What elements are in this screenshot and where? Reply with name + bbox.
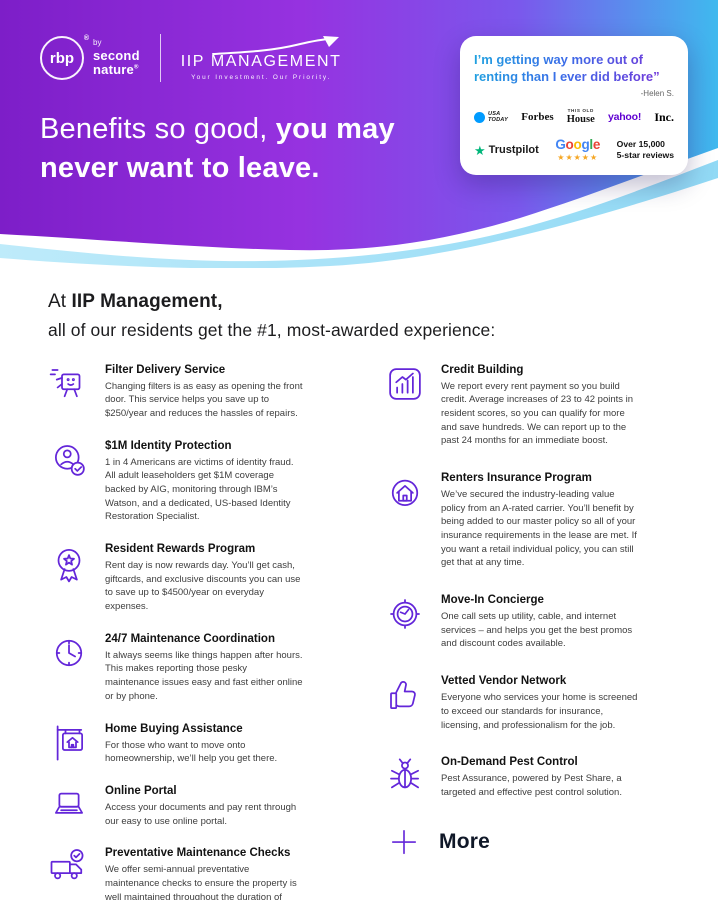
benefit-description: Pest Assurance, powered by Pest Share, a… xyxy=(441,773,622,798)
benefit-description: We report every rent payment so you buil… xyxy=(441,380,634,447)
trustpilot-label: Trustpilot xyxy=(488,144,539,157)
growth-arrow-icon xyxy=(211,35,339,55)
benefit-title: Preventative Maintenance Checks xyxy=(105,847,291,860)
more-item: More xyxy=(384,827,682,857)
rbp-logo-text: rbp xyxy=(49,49,75,67)
plus-icon xyxy=(389,827,419,857)
testimonial-card: I’m getting way more out of renting than… xyxy=(460,36,688,175)
benefit-title: Resident Rewards Program xyxy=(105,543,256,556)
benefit-vetted-vendor: Vetted Vendor Network Everyone who servi… xyxy=(384,674,682,732)
home-buying-icon xyxy=(48,722,90,764)
registered-mark: ® xyxy=(83,35,89,42)
benefit-maintenance-coordination: 24/7 Maintenance Coordination It always … xyxy=(48,632,346,704)
benefit-renters-insurance: Renters Insurance Program We’ve secured … xyxy=(384,471,682,570)
maintenance-clock-icon xyxy=(48,632,90,674)
benefit-description: Rent day is now rewards day. You’ll get … xyxy=(105,560,301,613)
benefits-column-left: Filter Delivery Service Changing filters… xyxy=(48,363,346,900)
move-in-concierge-icon xyxy=(384,593,426,635)
headline-bold: you may never want to leave. xyxy=(40,113,395,184)
google-logo: Google ★★★★★ xyxy=(555,137,601,162)
headline: Benefits so good, you may never want to … xyxy=(40,110,430,187)
more-label: More xyxy=(439,829,490,853)
online-portal-icon xyxy=(48,784,90,826)
logo-row: rbp ® by second nature® IIP MANAGEMENT Y… xyxy=(40,34,430,82)
benefit-description: It always seems like things happen after… xyxy=(105,649,303,702)
benefits-column-right: Credit Building We report every rent pay… xyxy=(384,363,682,900)
headline-regular: Benefits so good, xyxy=(40,113,276,145)
renters-insurance-icon xyxy=(384,471,426,513)
benefit-online-portal: Online Portal Access your documents and … xyxy=(48,784,346,828)
credit-building-icon xyxy=(384,363,426,405)
registered-mark: ® xyxy=(133,64,139,71)
company-tagline: Your Investment. Our Priority. xyxy=(191,73,332,81)
testimonial-attribution: -Helen S. xyxy=(640,89,674,99)
identity-protection-icon xyxy=(48,439,90,481)
page-subtitle: all of our residents get the #1, most-aw… xyxy=(48,319,496,340)
benefit-title: Renters Insurance Program xyxy=(441,472,592,485)
benefit-preventative-maintenance: Preventative Maintenance Checks We offer… xyxy=(48,846,346,900)
benefit-description: We offer semi-annual preventative mainte… xyxy=(105,864,297,900)
benefit-title: Home Buying Assistance xyxy=(105,722,243,735)
benefit-title: Move-In Concierge xyxy=(441,594,544,607)
logo-divider xyxy=(159,34,161,82)
rbp-logo: rbp ® xyxy=(40,35,89,80)
benefit-credit-building: Credit Building We report every rent pay… xyxy=(384,363,682,448)
yahoo-logo: yahoo! xyxy=(607,111,642,124)
benefit-identity-protection: $1M Identity Protection 1 in 4 Americans… xyxy=(48,439,346,524)
benefit-title: On-Demand Pest Control xyxy=(441,756,578,769)
press-logos-row: USA TODAY Forbes THIS OLD House yahoo! I… xyxy=(474,109,674,125)
benefit-description: Changing filters is as easy as opening t… xyxy=(105,380,303,420)
benefit-description: Access your documents and pay rent throu… xyxy=(105,801,297,827)
page-title: At IIP Management, all of our residents … xyxy=(48,288,682,343)
resident-rewards-icon xyxy=(48,542,90,584)
benefit-description: One call sets up utility, cable, and int… xyxy=(441,611,633,650)
benefit-title: Vetted Vendor Network xyxy=(441,675,567,688)
main-content: At IIP Management, all of our residents … xyxy=(0,268,718,900)
benefit-description: 1 in 4 Americans are victims of identity… xyxy=(105,456,294,523)
benefit-title: 24/7 Maintenance Coordination xyxy=(105,632,275,645)
company-name: IIP MANAGEMENT xyxy=(180,52,342,70)
by-label: by xyxy=(93,38,102,48)
benefit-description: Everyone who services your home is scree… xyxy=(441,692,638,731)
benefits-columns: Filter Delivery Service Changing filters… xyxy=(48,363,682,900)
usa-today-logo: USA TODAY xyxy=(474,111,508,124)
this-old-house-top: THIS OLD xyxy=(567,108,594,114)
benefit-title: Filter Delivery Service xyxy=(105,363,226,376)
benefit-filter-delivery: Filter Delivery Service Changing filters… xyxy=(48,363,346,421)
header-banner: rbp ® by second nature® IIP MANAGEMENT Y… xyxy=(0,0,718,268)
benefit-title: Credit Building xyxy=(441,363,524,376)
usa-today-circle-icon xyxy=(474,111,485,123)
benefit-pest-control: On-Demand Pest Control Pest Assurance, p… xyxy=(384,755,682,799)
usa-today-line2: TODAY xyxy=(488,117,509,124)
this-old-house-logo: THIS OLD House xyxy=(567,109,595,125)
reviews-row: ★ Trustpilot Google ★★★★★ Over 15,000 5-… xyxy=(474,138,674,162)
benefit-move-in-concierge: Move-In Concierge One call sets up utili… xyxy=(384,593,682,651)
filter-delivery-icon xyxy=(48,363,90,405)
trustpilot-logo: ★ Trustpilot xyxy=(474,144,539,157)
benefit-title: $1M Identity Protection xyxy=(105,439,232,452)
benefit-description: For those who want to move onto homeowne… xyxy=(105,739,278,765)
this-old-house-bottom: House xyxy=(566,113,595,125)
five-stars-icon: ★★★★★ xyxy=(557,152,599,162)
benefit-home-buying: Home Buying Assistance For those who wan… xyxy=(48,722,346,766)
benefit-resident-rewards: Resident Rewards Program Rent day is now… xyxy=(48,542,346,614)
preventative-maintenance-icon xyxy=(48,846,90,888)
brand-line1: second xyxy=(93,47,140,63)
testimonial-quote: I’m getting way more out of renting than… xyxy=(474,51,674,85)
reviews-count: Over 15,000 5-star reviews xyxy=(616,138,674,161)
vetted-vendor-icon xyxy=(384,674,426,716)
forbes-logo: Forbes xyxy=(521,111,554,124)
iip-management-logo: IIP MANAGEMENT Your Investment. Our Prio… xyxy=(180,35,342,81)
brand-line2: nature® xyxy=(93,61,139,77)
usa-today-line1: USA xyxy=(488,110,501,117)
benefit-description: We’ve secured the industry-leading value… xyxy=(441,489,637,569)
pest-control-icon xyxy=(384,755,426,797)
second-nature-logo: by second nature® xyxy=(93,39,140,77)
inc-logo: Inc. xyxy=(654,109,674,124)
benefit-title: Online Portal xyxy=(105,784,177,797)
trustpilot-star-icon: ★ xyxy=(474,142,486,158)
